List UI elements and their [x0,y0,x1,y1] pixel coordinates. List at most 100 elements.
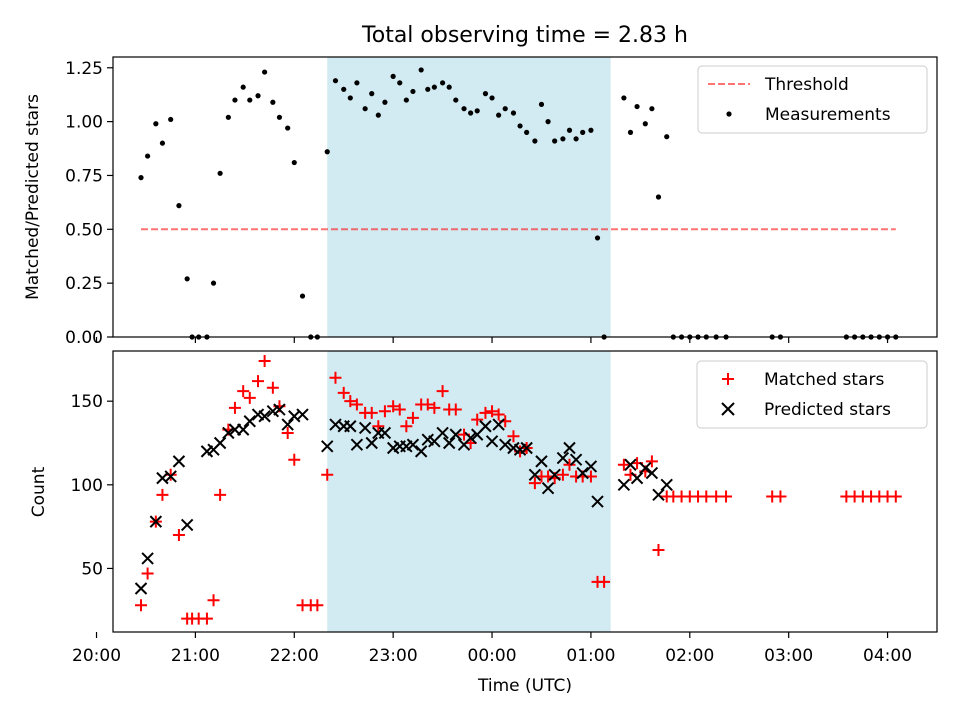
predicted-star-point [492,418,505,431]
matched-star-point [393,403,406,416]
predicted-star-point [576,466,589,480]
measurement-point [332,78,339,84]
measurement-point [184,276,190,282]
predicted-star-point [660,478,673,492]
measurement-point [502,106,508,112]
measurement-point [159,140,166,146]
measurement-point [270,99,276,105]
matched-star-point [400,420,413,433]
predicted-star-point [528,468,542,481]
ratio-panel-legend: Threshold Measurements [697,65,928,134]
predicted-star-point [548,468,561,481]
count-panel-frame [112,350,938,633]
predicted-star-point [164,470,177,483]
predicted-star-point [442,436,456,450]
matched-star-point [372,420,385,433]
measurement-point [397,80,403,86]
matched-star-point [406,411,419,424]
measurement-point [176,203,182,209]
matched-star-point [378,405,391,418]
measurement-point [217,170,223,176]
legend-measurements-label: Measurements [765,105,891,125]
count-xtick-label: 22:00 [270,646,319,666]
matched-star-point [471,413,484,426]
ratio-panel-y-ticks: 0.00 0.25 0.50 0.75 1.00 1.25 [65,59,113,348]
count-xtick-label: 02:00 [665,646,714,666]
measurement-point [324,149,330,155]
predicted-star-point [180,518,194,532]
matched-star-point [237,385,250,398]
measurement-point [496,112,502,118]
matched-star-point [200,612,213,625]
count-panel-legend: Matched stars Predicted stars [696,360,928,429]
measurement-point [538,101,545,107]
legend-matched-label: Matched stars [764,370,884,390]
matched-star-point [252,375,265,388]
matched-star-point [311,599,324,612]
legend-predicted-swatch [721,402,735,416]
matched-star-point [329,371,342,384]
count-panel-ylabel: Count [29,466,49,517]
measurement-point [291,159,297,166]
measurement-point [566,127,573,133]
ratio-ytick-label: 0.25 [65,274,103,294]
matched-star-point [243,391,256,404]
measurement-point [341,86,347,92]
predicted-star-point [258,410,271,423]
measurement-point [299,293,306,299]
ratio-ytick-label: 1.25 [65,59,103,79]
measurement-point [510,110,517,116]
matched-star-point [365,406,378,419]
predicted-star-point [485,435,499,448]
predicted-star-point [499,438,512,451]
predicted-star-point [584,460,598,473]
measurement-point [655,194,662,200]
predicted-star-point [358,421,372,435]
count-xtick-label: 03:00 [764,646,813,666]
predicted-star-point [344,420,357,433]
ratio-panel-x-ticks [95,337,889,343]
count-panel: 50 100 150 20:00 21:00 22:00 23:00 00:00 01:00 0… [29,350,938,696]
predicted-star-point [414,445,428,458]
predicted-star-point [149,515,163,528]
measurement-point [446,84,452,90]
matched-star-point [421,398,434,411]
predicted-star-point [378,426,392,440]
measurement-point [276,114,283,120]
matched-star-point [492,408,505,421]
legend-matched-swatch [722,373,734,385]
count-ytick-label: 150 [71,392,103,412]
count-xtick-label: 01:00 [566,646,615,666]
measurement-point [588,127,594,133]
predicted-star-point [243,415,256,428]
predicted-star-point [350,438,364,451]
predicted-star-point [520,441,533,455]
measurement-point [634,103,640,110]
count-xtick-label: 04:00 [863,646,912,666]
measurement-point [210,280,217,286]
matched-star-point [436,385,449,398]
matched-star-point [258,355,271,368]
measurement-point [461,106,467,112]
predicted-star-point [464,431,477,445]
predicted-star-point [535,455,548,468]
matched-star-point [598,575,611,588]
measurement-point [262,69,268,75]
count-xtick-label: 23:00 [369,646,418,666]
legend-measurements-swatch [726,111,732,117]
measurement-point [489,95,495,101]
ratio-ytick-label: 0.75 [65,166,103,186]
matched-star-point [344,395,357,408]
measurement-point [354,80,360,86]
measurement-point [621,95,627,101]
matched-star-point [556,468,569,481]
measurement-point [664,134,670,140]
count-panel-shaded-region [327,351,611,632]
matched-star-point [774,490,787,503]
ratio-ytick-label: 0.50 [65,220,103,240]
matched-star-point [288,453,301,466]
measurement-point [524,129,530,135]
ratio-panel-frame [112,56,938,338]
ratio-ytick-label: 1.00 [65,113,103,133]
measurement-point [347,95,353,101]
